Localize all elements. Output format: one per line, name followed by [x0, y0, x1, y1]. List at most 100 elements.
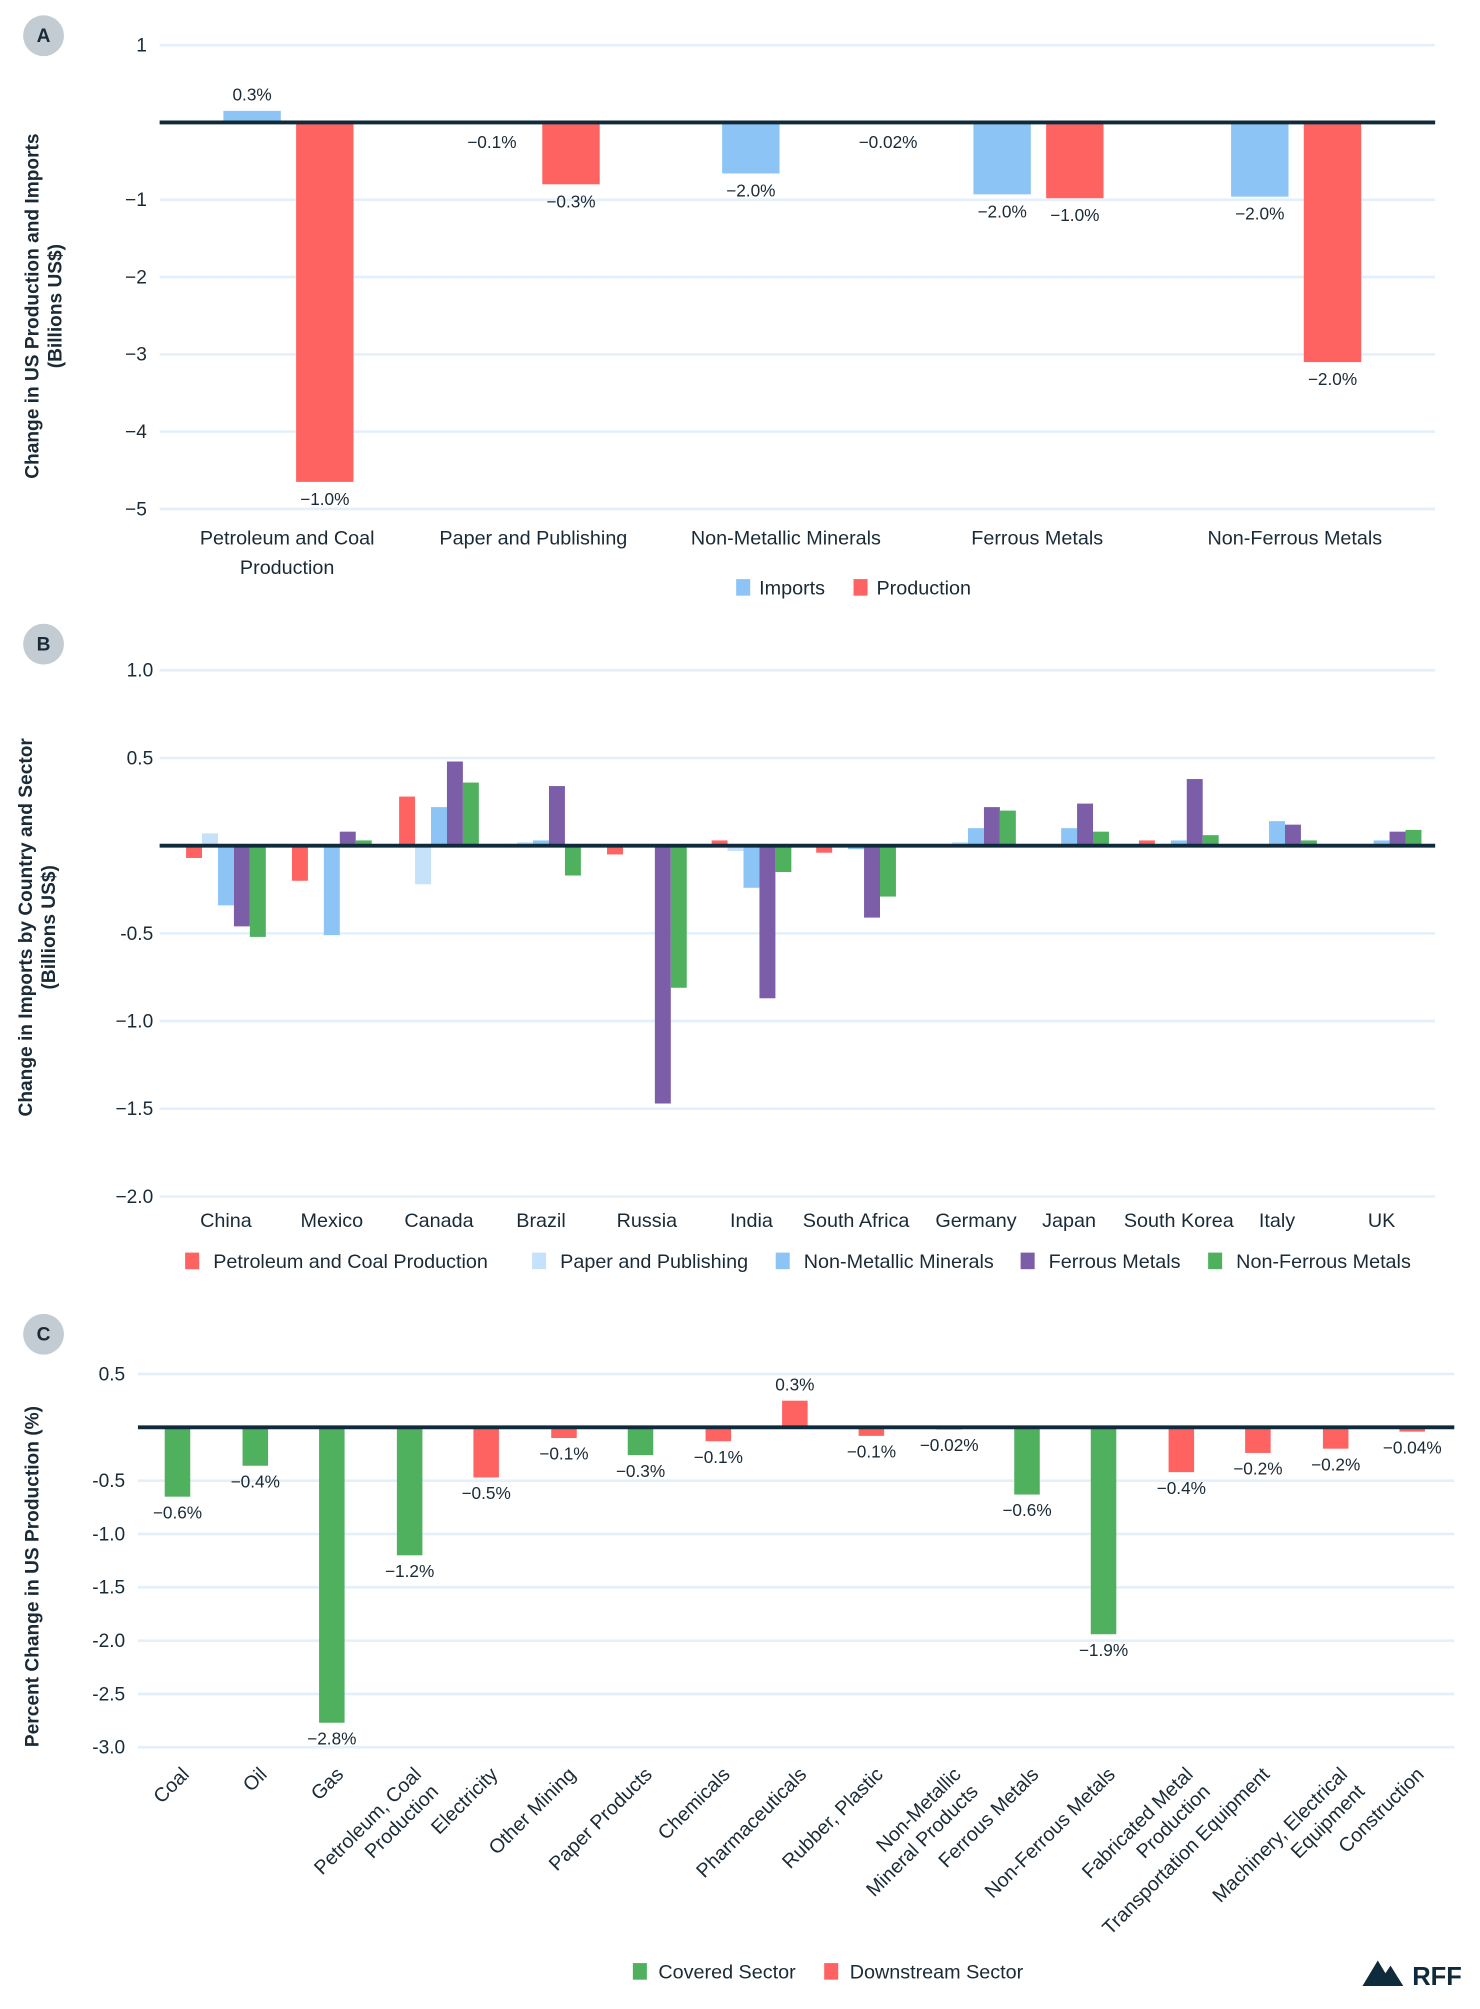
legend-label: Paper and Publishing: [560, 1251, 748, 1273]
legend-swatch: [185, 1252, 200, 1270]
data-label: −2.8%: [307, 1728, 356, 1748]
y-tick-label: -0.5: [92, 1471, 125, 1492]
y-tick-label: −1.0: [115, 1011, 153, 1032]
data-label: −0.6%: [153, 1502, 202, 1522]
bar: [759, 845, 776, 999]
y-tick-label: 1.0: [127, 661, 154, 682]
x-tick-label: South Africa: [803, 1210, 910, 1232]
y-tick-label: -2.0: [92, 1631, 125, 1652]
x-tick-label-line: Ferrous Metals: [971, 528, 1103, 550]
x-tick-label: Italy: [1259, 1210, 1295, 1232]
legend-label: Downstream Sector: [850, 1961, 1024, 1983]
panel-b: B 1.0 0.5 -0.5 −1.0 −1.5 −2.0 Change in Imports…: [16, 623, 1436, 1273]
x-tick-label-line: Non-Metallic Minerals: [691, 528, 881, 550]
x-tick-label-line: Machinery, Electrical: [1209, 1764, 1352, 1907]
y-tick-label: -0.5: [120, 924, 153, 945]
bar: [879, 845, 896, 897]
bar: [1138, 840, 1155, 846]
rff-logo: RFF: [1362, 1960, 1462, 1991]
legend-label: Petroleum and Coal Production: [213, 1251, 488, 1273]
x-tick-label: Ferrous Metals: [971, 528, 1103, 550]
panel-letter: A: [37, 26, 51, 47]
panel-badge: [23, 1313, 64, 1355]
x-tick-label-line: Oil: [239, 1764, 272, 1797]
x-tick-label-line: Non-Ferrous Metals: [1208, 528, 1383, 550]
x-tick-label-line: Chemicals: [654, 1763, 735, 1844]
legend-swatch: [824, 1963, 839, 1980]
bar: [1269, 821, 1285, 846]
bar: [670, 845, 687, 988]
legend-swatch: [736, 579, 751, 596]
y-tick-label: −1: [125, 190, 147, 211]
bar: [1168, 1427, 1195, 1473]
bar: [607, 845, 623, 855]
legend-label: Ferrous Metals: [1049, 1251, 1181, 1273]
legend-label: Production: [876, 577, 971, 599]
data-label: −2.0%: [1308, 369, 1357, 389]
bar: [551, 1427, 577, 1439]
x-tick-label: Coal: [149, 1764, 193, 1808]
x-tick-label-line: Gas: [307, 1763, 348, 1804]
y-tick-label: 0.5: [99, 1364, 126, 1385]
legend-swatch: [775, 1252, 790, 1270]
data-label: 0.3%: [775, 1374, 814, 1394]
data-label: −2.0%: [1235, 204, 1284, 224]
x-tick-label: India: [730, 1210, 773, 1232]
bar: [355, 840, 372, 846]
legend-swatch: [532, 1252, 547, 1270]
bar: [548, 786, 565, 846]
legend-swatch: [1020, 1252, 1035, 1270]
panel-c: C 0.5 -0.5 -1.0 -1.5 -2.0 -2.5 -3.0 Percent Chan…: [22, 1313, 1455, 1983]
y-axis-title: Change in Imports by Country and Sector(…: [16, 738, 60, 1117]
rff-mountain-icon: [1362, 1960, 1404, 1987]
bar: [722, 122, 780, 174]
legend-swatch: [632, 1963, 647, 1980]
data-label: −0.4%: [1157, 1478, 1206, 1498]
bar: [223, 110, 281, 123]
y-tick-label: −3: [125, 345, 147, 366]
data-label: −0.5%: [462, 1483, 511, 1503]
panel-badge: [23, 15, 64, 57]
x-tick-label: Non-Ferrous Metals: [981, 1763, 1120, 1902]
bar: [462, 782, 479, 846]
y-tick-label: 0.5: [127, 748, 154, 769]
bar: [1399, 1427, 1425, 1432]
bar: [782, 1400, 808, 1428]
bar: [249, 845, 266, 937]
bar: [1093, 831, 1109, 846]
y-axis-title-line: (Billions US$): [45, 244, 66, 368]
bar: [533, 840, 549, 846]
data-label: −0.2%: [1311, 1454, 1360, 1474]
x-tick-label-line: Non-Ferrous Metals: [981, 1763, 1120, 1902]
bar: [1231, 122, 1289, 197]
bar: [864, 845, 880, 918]
x-tick-label: Non-Ferrous Metals: [1208, 528, 1383, 550]
bar: [858, 1427, 885, 1436]
y-tick-label: -1.5: [92, 1578, 125, 1599]
y-axis-title: Change in US Production and Imports (Bill…: [22, 133, 66, 478]
bar: [217, 845, 234, 906]
bar: [1186, 779, 1203, 846]
data-label: −0.1%: [694, 1447, 743, 1467]
panel-letter: B: [37, 635, 51, 656]
x-tick-label: Non-Metallic Minerals: [691, 528, 881, 550]
bar: [1046, 122, 1104, 199]
legend-swatch: [853, 579, 868, 596]
bar: [430, 807, 447, 846]
data-label: −0.02%: [920, 1435, 979, 1455]
x-tick-label: Petroleum and Coal Production: [200, 528, 375, 579]
y-axis-title-line: Change in US Production and Imports: [22, 133, 43, 478]
bar: [711, 840, 728, 846]
data-label: −1.0%: [300, 489, 349, 509]
y-tick-label: −5: [125, 499, 147, 520]
bar: [296, 122, 354, 482]
bar: [564, 845, 581, 876]
data-label: −1.0%: [1050, 205, 1099, 225]
x-tick-label: China: [200, 1210, 252, 1232]
legend-label: Non-Metallic Minerals: [804, 1251, 994, 1273]
y-tick-label: −2: [125, 267, 147, 288]
legend-swatch: [1208, 1252, 1223, 1270]
rff-logo-text: RFF: [1412, 1963, 1462, 1991]
x-tick-label: Germany: [935, 1210, 1016, 1232]
